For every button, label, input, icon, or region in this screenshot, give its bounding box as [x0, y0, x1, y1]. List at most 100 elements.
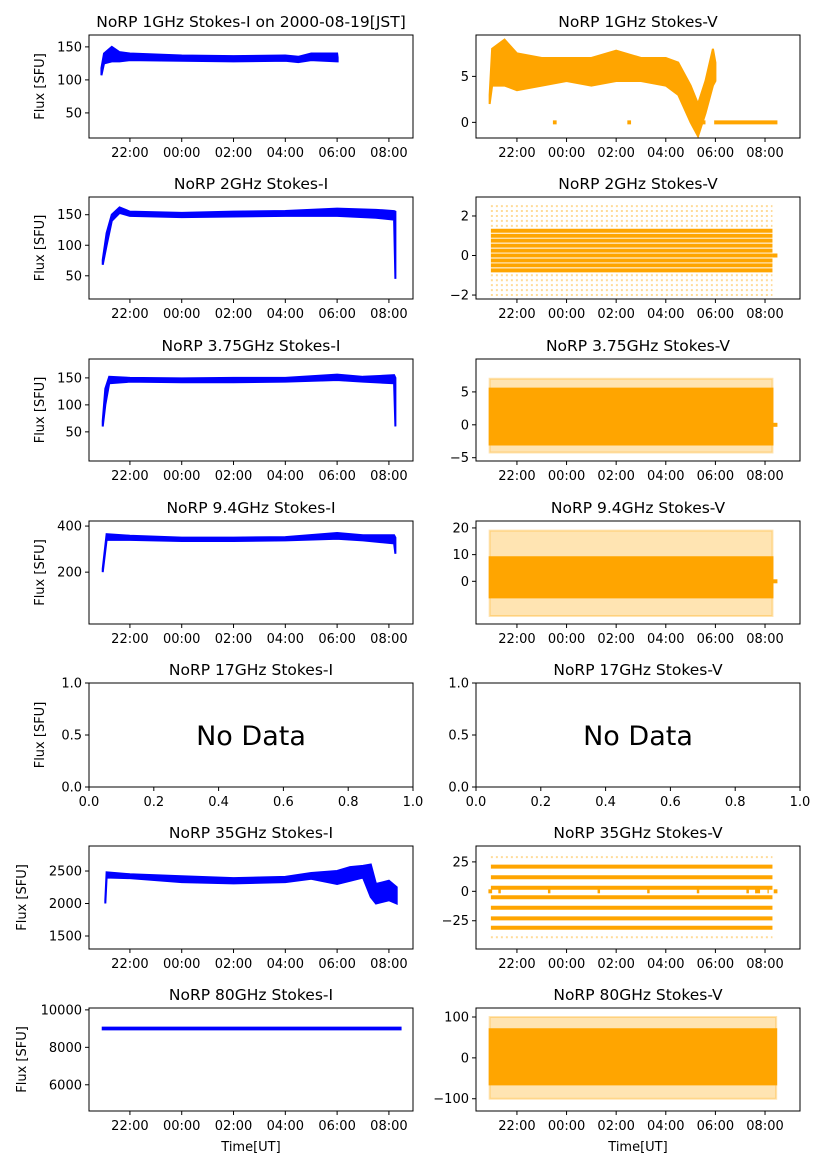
axes-frame [88, 34, 414, 139]
x-tick-label: 04:00 [647, 1119, 684, 1134]
y-tick-label: 8000 [49, 1041, 82, 1056]
x-tick-label: 08:00 [746, 469, 783, 484]
y-tick-label: 2000 [49, 897, 82, 912]
x-tick-label: 22:00 [111, 146, 148, 161]
axes-frame [475, 34, 801, 139]
y-axis-label: Flux [SFU] [15, 864, 30, 931]
data-band [101, 1026, 402, 1031]
data-band [101, 531, 397, 573]
plot-area [101, 206, 397, 279]
y-tick-label: 5 [461, 385, 469, 400]
y-tick-label: 1500 [49, 930, 82, 945]
x-tick-label: 00:00 [163, 957, 200, 972]
y-tick-label: 400 [57, 520, 82, 535]
x-tick-label: 0.8 [725, 795, 746, 810]
axes-frame [475, 196, 801, 300]
x-tick-label: 00:00 [548, 146, 585, 161]
x-tick-label: 00:00 [163, 632, 200, 647]
panel-2: 22:00 00:00 02:00 04:00 06:00 08:00 50 100 150 No… [33, 175, 414, 322]
panel-title: NoRP 9.4GHz Stokes-V [551, 499, 726, 517]
panel-7: 22:00 00:00 02:00 04:00 06:00 08:00 0 10 20 NoRP … [452, 499, 801, 647]
data-band [100, 45, 339, 76]
y-tick-label: 100 [444, 1010, 469, 1025]
y-tick-label: 50 [65, 106, 82, 121]
plot-area [488, 1015, 778, 1100]
x-tick-label: 02:00 [597, 957, 634, 972]
x-tick-label: 0.0 [466, 795, 487, 810]
x-tick-label: 06:00 [697, 957, 734, 972]
y-axis-label: Flux [SFU] [33, 702, 48, 769]
plot-area [104, 863, 398, 906]
x-tick-label: 0.0 [79, 795, 100, 810]
x-tick-label: 06:00 [318, 1119, 355, 1134]
x-tick-label: 02:00 [597, 632, 634, 647]
x-tick-label: 02:00 [215, 632, 252, 647]
x-tick-label: 22:00 [111, 957, 148, 972]
x-tick-label: 22:00 [111, 469, 148, 484]
x-tick-label: 04:00 [647, 307, 684, 322]
plot-area [490, 205, 778, 297]
x-tick-label: 1.0 [403, 795, 424, 810]
panel-4: 22:00 00:00 02:00 04:00 06:00 08:00 50 100 150 No… [33, 337, 414, 484]
x-tick-label: 06:00 [318, 632, 355, 647]
y-tick-label: 50 [65, 269, 82, 284]
x-tick-label: 02:00 [597, 469, 634, 484]
panel-1: 22:00 00:00 02:00 04:00 06:00 08:00 0 5 NoRP 1GH… [461, 13, 801, 161]
x-tick-label: 06:00 [318, 957, 355, 972]
x-tick-label: 02:00 [215, 469, 252, 484]
panel-title: NoRP 1GHz Stokes-V [558, 13, 718, 31]
x-tick-label: 22:00 [111, 1119, 148, 1134]
x-tick-label: 04:00 [267, 146, 304, 161]
x-tick-label: 06:00 [697, 146, 734, 161]
y-tick-label: 0.5 [61, 729, 82, 744]
panel-title: NoRP 17GHz Stokes-V [553, 661, 723, 679]
y-tick-label: 100 [57, 239, 82, 254]
x-tick-label: 04:00 [647, 146, 684, 161]
no-data-label: No Data [583, 721, 693, 752]
panel-title: NoRP 80GHz Stokes-I [169, 986, 333, 1004]
x-tick-label: 1.0 [790, 795, 811, 810]
x-tick-label: 00:00 [548, 469, 585, 484]
x-tick-label: 00:00 [163, 1119, 200, 1134]
x-tick-label: 0.8 [338, 795, 359, 810]
x-tick-label: 06:00 [697, 307, 734, 322]
x-tick-label: 22:00 [498, 632, 535, 647]
y-tick-label: 0 [461, 1051, 469, 1066]
panel-title: NoRP 35GHz Stokes-V [553, 824, 723, 842]
data-band [488, 1028, 778, 1086]
y-axis-label: Flux [SFU] [33, 539, 48, 606]
y-axis-label: Flux [SFU] [33, 377, 48, 444]
plot-area [101, 1026, 402, 1031]
x-tick-label: 02:00 [597, 307, 634, 322]
panel-title: NoRP 2GHz Stokes-I [174, 175, 328, 193]
panel-6: 22:00 00:00 02:00 04:00 06:00 08:00 200 400 NoRP… [33, 499, 414, 647]
x-tick-label: 02:00 [597, 1119, 634, 1134]
x-tick-label: 0.4 [595, 795, 616, 810]
axes-frame [88, 845, 414, 950]
axes-frame [475, 358, 801, 462]
data-band [488, 38, 717, 138]
x-tick-label: 08:00 [370, 307, 407, 322]
y-tick-label: −100 [433, 1092, 469, 1107]
x-tick-label: 04:00 [267, 307, 304, 322]
x-tick-label: 22:00 [111, 307, 148, 322]
panel-title: NoRP 17GHz Stokes-I [169, 661, 333, 679]
x-tick-label: 06:00 [697, 632, 734, 647]
plot-area [488, 377, 778, 454]
x-tick-label: 0.6 [660, 795, 681, 810]
y-tick-label: 5 [461, 70, 469, 85]
x-tick-label: 22:00 [498, 469, 535, 484]
panel-0: 22:00 00:00 02:00 04:00 06:00 08:00 50 100 150 No… [33, 13, 414, 161]
panel-title: NoRP 3.75GHz Stokes-I [162, 337, 341, 355]
panel-8: 0.0 0.2 0.4 0.6 0.8 1.0 0.0 0.5 1.0 NoRP 17GHz St… [33, 661, 423, 810]
x-tick-label: 08:00 [370, 632, 407, 647]
x-tick-label: 02:00 [215, 1119, 252, 1134]
y-tick-label: −5 [450, 451, 469, 466]
x-tick-label: 04:00 [267, 957, 304, 972]
x-tick-label: 08:00 [746, 632, 783, 647]
y-tick-label: 0 [461, 116, 469, 131]
y-tick-label: 6000 [49, 1078, 82, 1093]
y-tick-label: 2500 [49, 865, 82, 880]
y-tick-label: 100 [57, 398, 82, 413]
y-tick-label: −25 [442, 914, 469, 929]
